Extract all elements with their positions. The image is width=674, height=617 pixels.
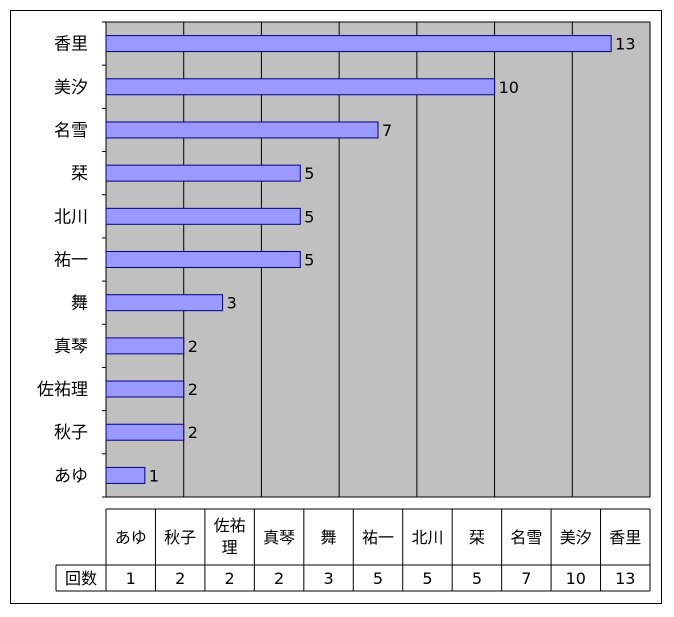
data-label: 10 [499,78,519,97]
table-cell: 5 [373,569,383,588]
table-cell: 13 [615,569,635,588]
category-label: 名雪 [54,121,88,141]
table-cell: 10 [566,569,586,588]
bar [105,78,496,96]
table-cell: 3 [323,569,333,588]
table-cell: 2 [175,569,185,588]
table-header: 美汐 [560,528,592,547]
category-label: 舞 [71,294,88,314]
category-label: 佐祐理 [37,380,88,400]
table-header: 北川 [411,528,443,547]
bar [105,294,224,312]
category-label: 秋子 [54,423,88,443]
table-cell: 7 [521,569,531,588]
category-label: 祐一 [54,251,88,271]
table-header: 佐祐 [214,516,246,535]
bar [105,251,301,268]
category-label: 真琴 [54,337,88,357]
data-label: 2 [188,423,198,442]
data-label: 5 [304,207,314,226]
category-label: 香里 [54,35,88,55]
table-header: 舞 [321,528,337,547]
data-label: 5 [304,251,314,270]
table-cell: 2 [225,569,235,588]
data-label: 7 [382,121,392,140]
bar [105,380,185,398]
table-header: 香里 [609,528,641,547]
table-header: 秋子 [164,528,196,547]
bar [105,207,301,225]
table-header: あゆ [115,528,147,547]
data-label: 5 [304,164,314,183]
data-label: 13 [615,35,635,54]
table-header: 真琴 [263,528,295,547]
table-header: 栞 [469,528,485,547]
bar [105,121,379,139]
bar [105,164,301,182]
table-cell: 5 [422,569,432,588]
category-label: 栞 [71,164,88,184]
bar [105,423,185,441]
data-label: 3 [227,294,237,313]
data-label: 1 [149,466,159,485]
table-row-label: 回数 [65,569,97,588]
data-label: 2 [188,337,198,356]
table-cell: 2 [274,569,284,588]
bar [105,35,612,53]
table-header: 理 [222,538,238,557]
table-cell: 1 [126,569,136,588]
bar [105,337,185,355]
table-header: 名雪 [510,528,542,547]
table-header: 祐一 [362,528,394,547]
table-cell: 5 [472,569,482,588]
bar [105,466,146,484]
category-label: あゆ [54,466,88,486]
data-label: 2 [188,380,198,399]
category-label: 美汐 [54,78,88,98]
category-label: 北川 [54,207,88,227]
